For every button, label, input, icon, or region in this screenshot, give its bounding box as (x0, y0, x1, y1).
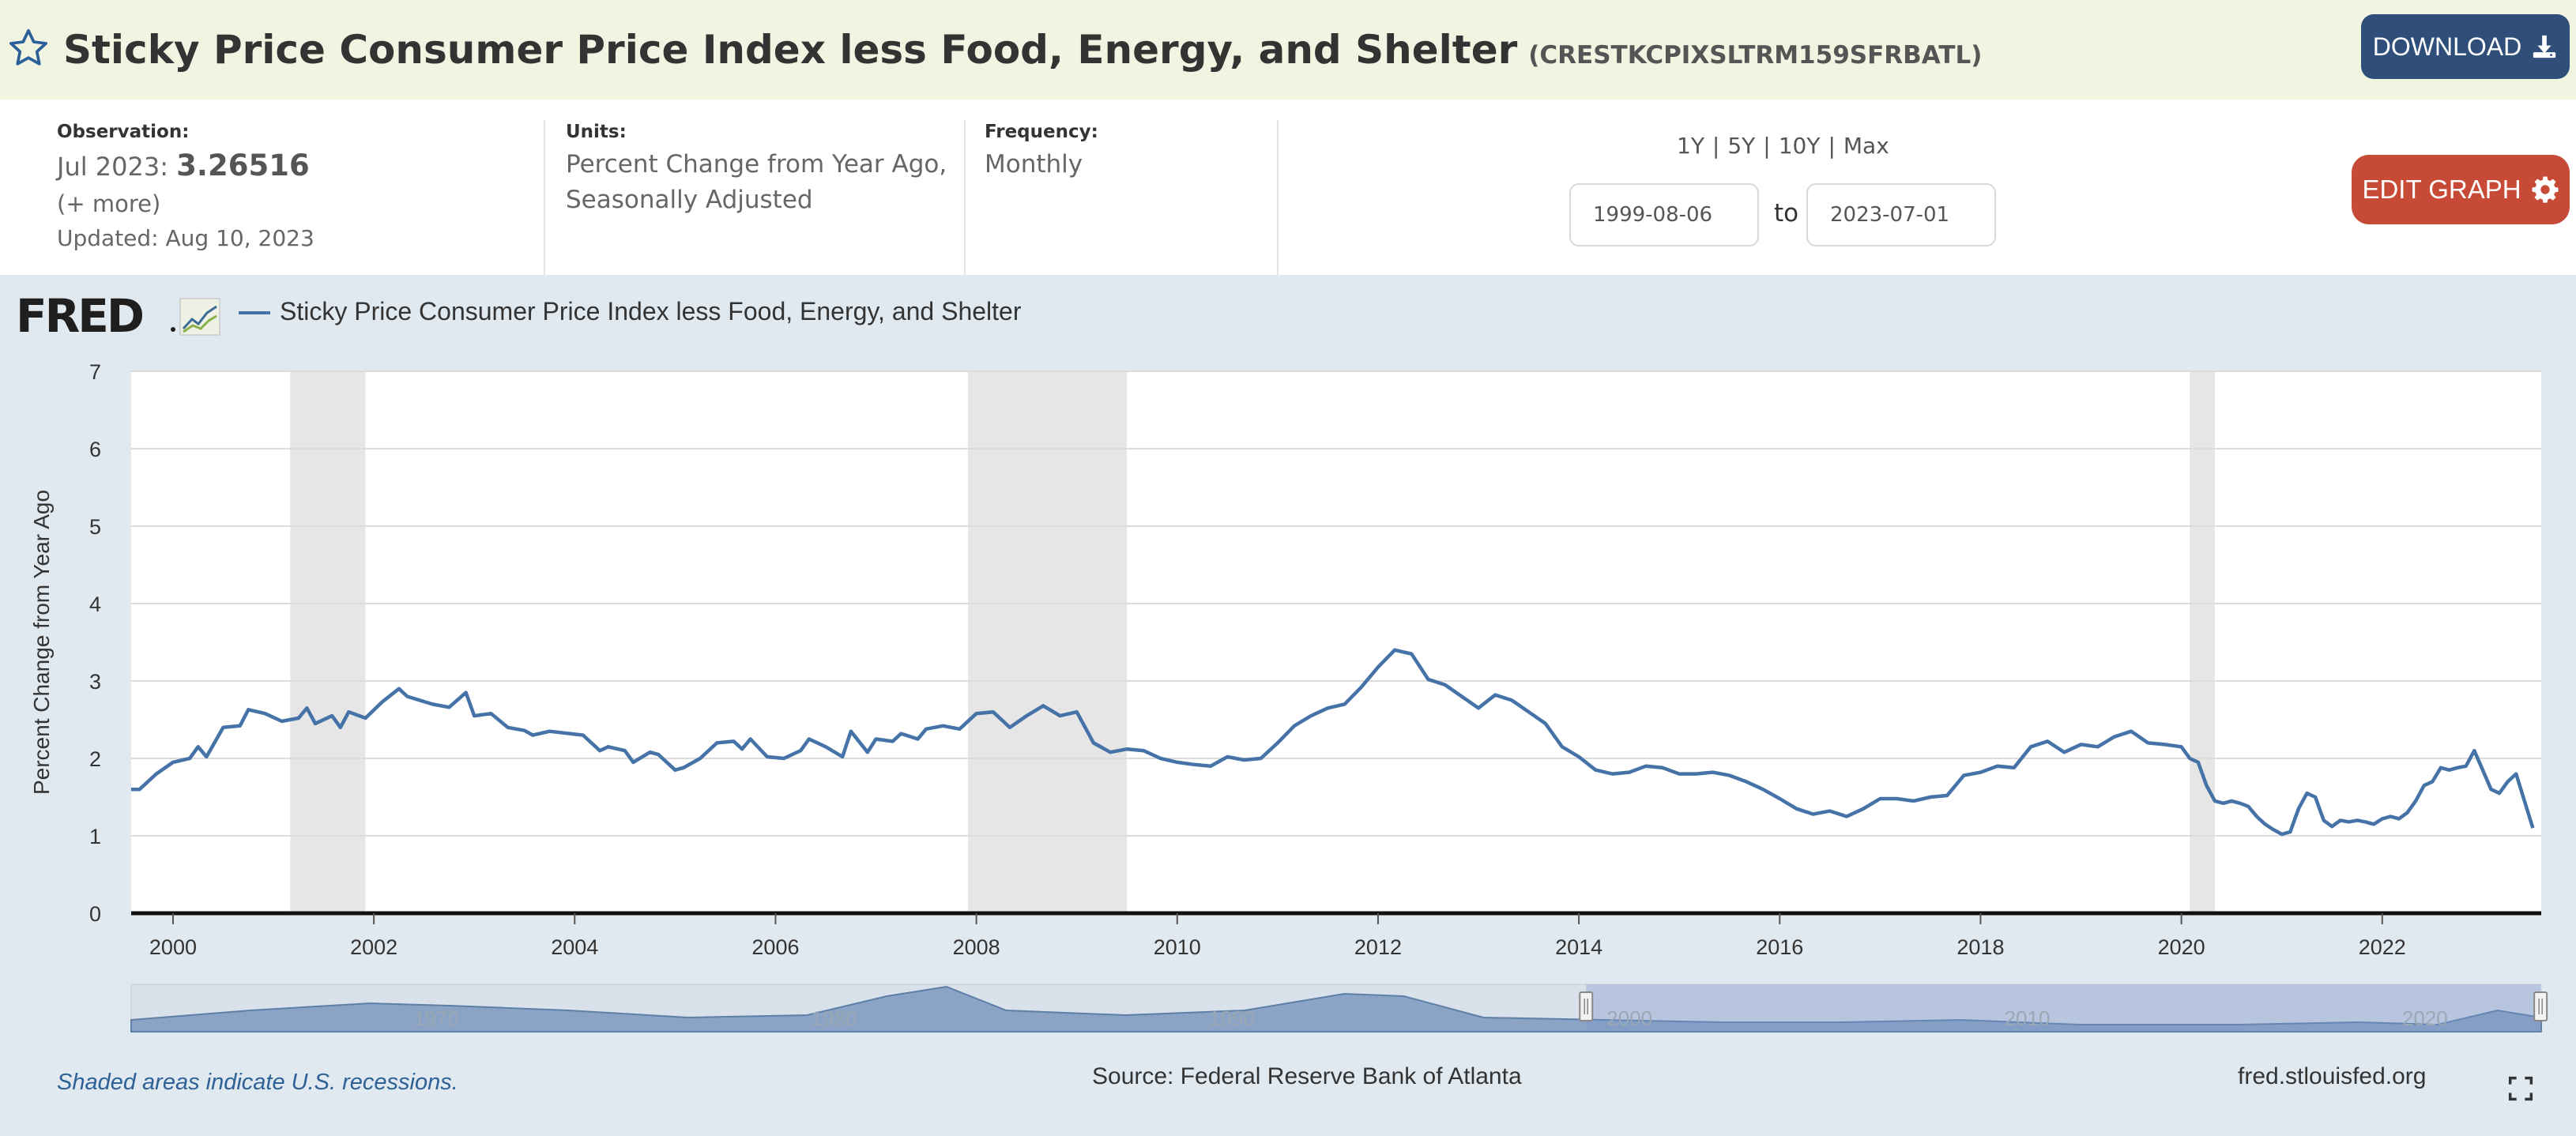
units-block: Units: Percent Change from Year Ago, Sea… (566, 122, 947, 218)
line-chart: 0 1 2 3 4 5 6 7 2000 2002 2004 2006 2008 2010 2012 2014… (29, 360, 2548, 1033)
navigator-tick-label: 1970 (413, 1006, 459, 1030)
recession-band (2190, 371, 2215, 913)
y-tick-label: 4 (89, 592, 101, 616)
metadata-row: Observation: Jul 2023: 3.26516 (+ more) … (0, 100, 2576, 275)
download-button[interactable]: DOWNLOAD (2361, 14, 2570, 79)
edit-graph-label: EDIT GRAPH (2362, 175, 2521, 204)
legend-label[interactable]: Sticky Price Consumer Price Index less F… (280, 297, 1022, 325)
title-bar: Sticky Price Consumer Price Index less F… (0, 0, 2576, 100)
x-tick-label: 2018 (1956, 935, 2004, 959)
x-tick-label: 2002 (350, 935, 397, 959)
legend-swatch (239, 311, 270, 314)
frequency-label: Frequency: (985, 122, 1098, 142)
observation-block: Observation: Jul 2023: 3.26516 (+ more) … (57, 122, 314, 251)
navigator-handle[interactable] (2533, 991, 2548, 1021)
x-tick-label: 2000 (149, 935, 197, 959)
y-tick-label: 2 (89, 747, 101, 771)
observation-label: Observation: (57, 122, 190, 142)
range-links: 1Y | 5Y | 10Y | Max (1677, 133, 1889, 159)
x-tick-label: 2012 (1354, 935, 1402, 959)
fred-logo: FRED (16, 292, 220, 340)
y-tick-label: 7 (89, 360, 101, 384)
navigator-tick-label: 2020 (2402, 1006, 2448, 1030)
x-tick-label: 2004 (551, 935, 598, 959)
x-tick-label: 2022 (2359, 935, 2406, 959)
edit-graph-button[interactable]: EDIT GRAPH (2352, 155, 2570, 224)
frequency-block: Frequency: Monthly (985, 122, 1098, 182)
divider (964, 120, 966, 275)
x-tick-label: 2016 (1756, 935, 1803, 959)
observation-value: 3.26516 (176, 149, 310, 182)
navigator-handle[interactable] (1579, 991, 1594, 1021)
divider (1277, 120, 1279, 275)
navigator-tick-label: 2010 (2005, 1006, 2051, 1030)
chart-panel: FRED Sticky Price Consumer Price Index l… (0, 275, 2576, 1136)
units-line-2: Seasonally Adjusted (566, 186, 813, 214)
plot-area (131, 371, 2541, 913)
x-tick-label: 2020 (2158, 935, 2205, 959)
to-label: to (1774, 199, 1799, 228)
download-icon (2533, 35, 2556, 58)
star-icon[interactable] (6, 26, 51, 70)
updated-date: Updated: Aug 10, 2023 (57, 225, 314, 251)
recession-note: Shaded areas indicate U.S. recessions. (57, 1070, 458, 1095)
y-tick-label: 5 (89, 515, 101, 539)
navigator-series (130, 985, 2542, 1033)
frequency-value: Monthly (985, 150, 1083, 179)
units-line-1: Percent Change from Year Ago, (566, 150, 947, 179)
x-tick-label: 2006 (751, 935, 799, 959)
gear-icon (2532, 176, 2559, 203)
fullscreen-icon[interactable] (2508, 1076, 2533, 1101)
more-observations-link[interactable]: (+ more) (57, 190, 161, 217)
recession-band (968, 371, 1128, 913)
navigator-tick-label: 1990 (1209, 1006, 1255, 1030)
range-max-link[interactable]: Max (1843, 133, 1889, 159)
units-label: Units: (566, 122, 627, 142)
series-line (131, 648, 2535, 837)
start-date-input[interactable]: 1999-08-06 (1569, 183, 1759, 246)
range-10y-link[interactable]: 10Y (1778, 133, 1821, 159)
svg-text:FRED: FRED (16, 292, 143, 340)
navigator-tick-label: 2000 (1606, 1006, 1652, 1030)
site-link[interactable]: fred.stlouisfed.org (2238, 1063, 2427, 1089)
x-tick-label: 2014 (1555, 935, 1602, 959)
page-title: Sticky Price Consumer Price Index less F… (63, 24, 1982, 76)
y-axis-label: Percent Change from Year Ago (29, 490, 54, 795)
x-tick-label: 2008 (953, 935, 1000, 959)
navigator-selection (1586, 984, 2541, 1032)
source-text: Source: Federal Reserve Bank of Atlanta (1092, 1063, 1522, 1089)
recession-band (290, 371, 366, 913)
x-tick-label: 2010 (1154, 935, 1201, 959)
divider (544, 120, 545, 275)
navigator-tick-label: 1980 (812, 1006, 857, 1030)
observation-date: Jul 2023: (57, 152, 168, 182)
observation-line: Jul 2023: 3.26516 (57, 149, 314, 182)
y-tick-label: 0 (89, 902, 101, 926)
range-5y-link[interactable]: 5Y (1727, 133, 1756, 159)
range-1y-link[interactable]: 1Y (1677, 133, 1704, 159)
download-label: DOWNLOAD (2372, 32, 2522, 61)
y-tick-label: 1 (89, 825, 101, 848)
series-id: (CRESTKCPIXSLTRM159SFRBATL) (1528, 41, 1983, 70)
series-title: Sticky Price Consumer Price Index less F… (63, 27, 1518, 73)
y-tick-label: 6 (89, 438, 101, 461)
end-date-input[interactable]: 2023-07-01 (1806, 183, 1996, 246)
y-tick-label: 3 (89, 670, 101, 694)
